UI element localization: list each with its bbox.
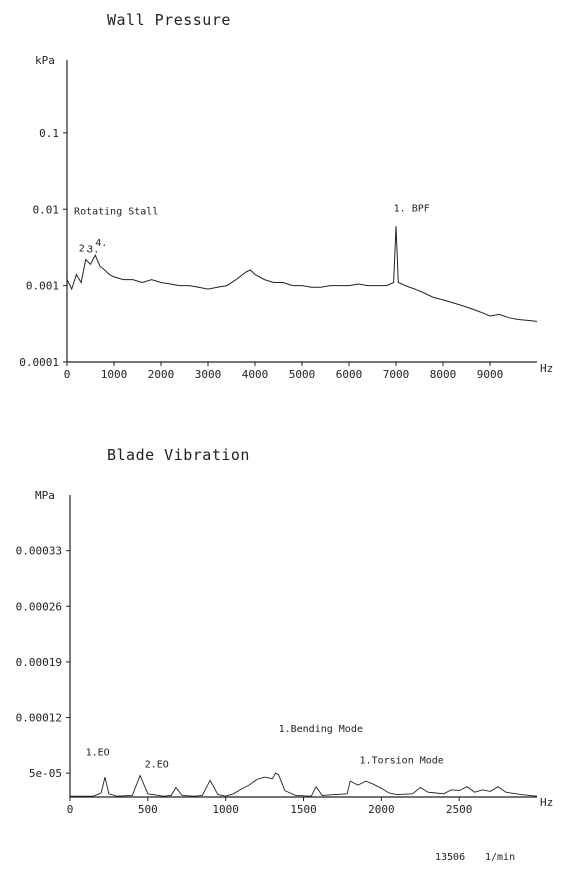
annotation-label: 1.Bending Mode <box>279 724 363 735</box>
y-tick-label: 0.001 <box>26 280 59 293</box>
x-tick-label: 1000 <box>212 803 239 816</box>
y-tick-label: 0.01 <box>33 203 60 216</box>
annotation-label: 1. BPF <box>394 204 430 215</box>
y-tick-label: 5e-05 <box>29 767 62 780</box>
y-unit-label: MPa <box>35 489 55 502</box>
x-tick-label: 500 <box>138 803 158 816</box>
y-tick-label: 0.00019 <box>16 656 62 669</box>
annotation-label: 2. <box>79 243 91 254</box>
annotation-label: Rotating Stall <box>74 207 158 218</box>
x-tick-label: 5000 <box>289 368 316 381</box>
blade-vibration-chart: Blade Vibration MPa Hz 5e-05 0.00012 0.000… <box>16 446 554 816</box>
x-tick-label: 0 <box>67 803 74 816</box>
x-unit-label: Hz <box>540 362 553 375</box>
chart-title: Wall Pressure <box>107 11 231 29</box>
y-tick-label: 0.1 <box>39 127 59 140</box>
y-tick-label: 0.00033 <box>16 545 62 558</box>
x-tick-label: 1000 <box>101 368 128 381</box>
x-tick-label: 0 <box>64 368 71 381</box>
x-tick-label: 1500 <box>290 803 317 816</box>
series-line <box>70 772 538 797</box>
x-unit-label: Hz <box>540 796 553 809</box>
x-tick-label: 4000 <box>242 368 269 381</box>
x-tick-label: 8000 <box>430 368 457 381</box>
y-tick-label: 0.0001 <box>19 356 59 369</box>
x-tick-label: 2000 <box>368 803 395 816</box>
chart-title: Blade Vibration <box>107 446 250 464</box>
x-tick-label: 2500 <box>446 803 473 816</box>
x-tick-label: 9000 <box>477 368 504 381</box>
annotation-label: 2.EO <box>145 760 169 771</box>
annotation-label: 4. <box>95 238 107 249</box>
y-tick-label: 0.00026 <box>16 600 62 613</box>
x-tick-label: 3000 <box>195 368 222 381</box>
annotation-label: 1.Torsion Mode <box>360 756 444 767</box>
x-tick-label: 6000 <box>336 368 363 381</box>
x-tick-label: 2000 <box>148 368 175 381</box>
rpm-value: 13506 <box>435 852 465 863</box>
y-unit-label: kPa <box>35 54 55 67</box>
y-tick-label: 0.00012 <box>16 712 62 725</box>
annotation-label: 3. <box>87 245 99 256</box>
annotation-label: 1.EO <box>86 748 110 759</box>
rpm-unit: 1/min <box>485 852 515 863</box>
wall-pressure-chart: Wall Pressure kPa Hz 0.00010.0010.010.1 … <box>19 11 553 381</box>
x-tick-label: 7000 <box>383 368 410 381</box>
series-line <box>66 226 538 322</box>
